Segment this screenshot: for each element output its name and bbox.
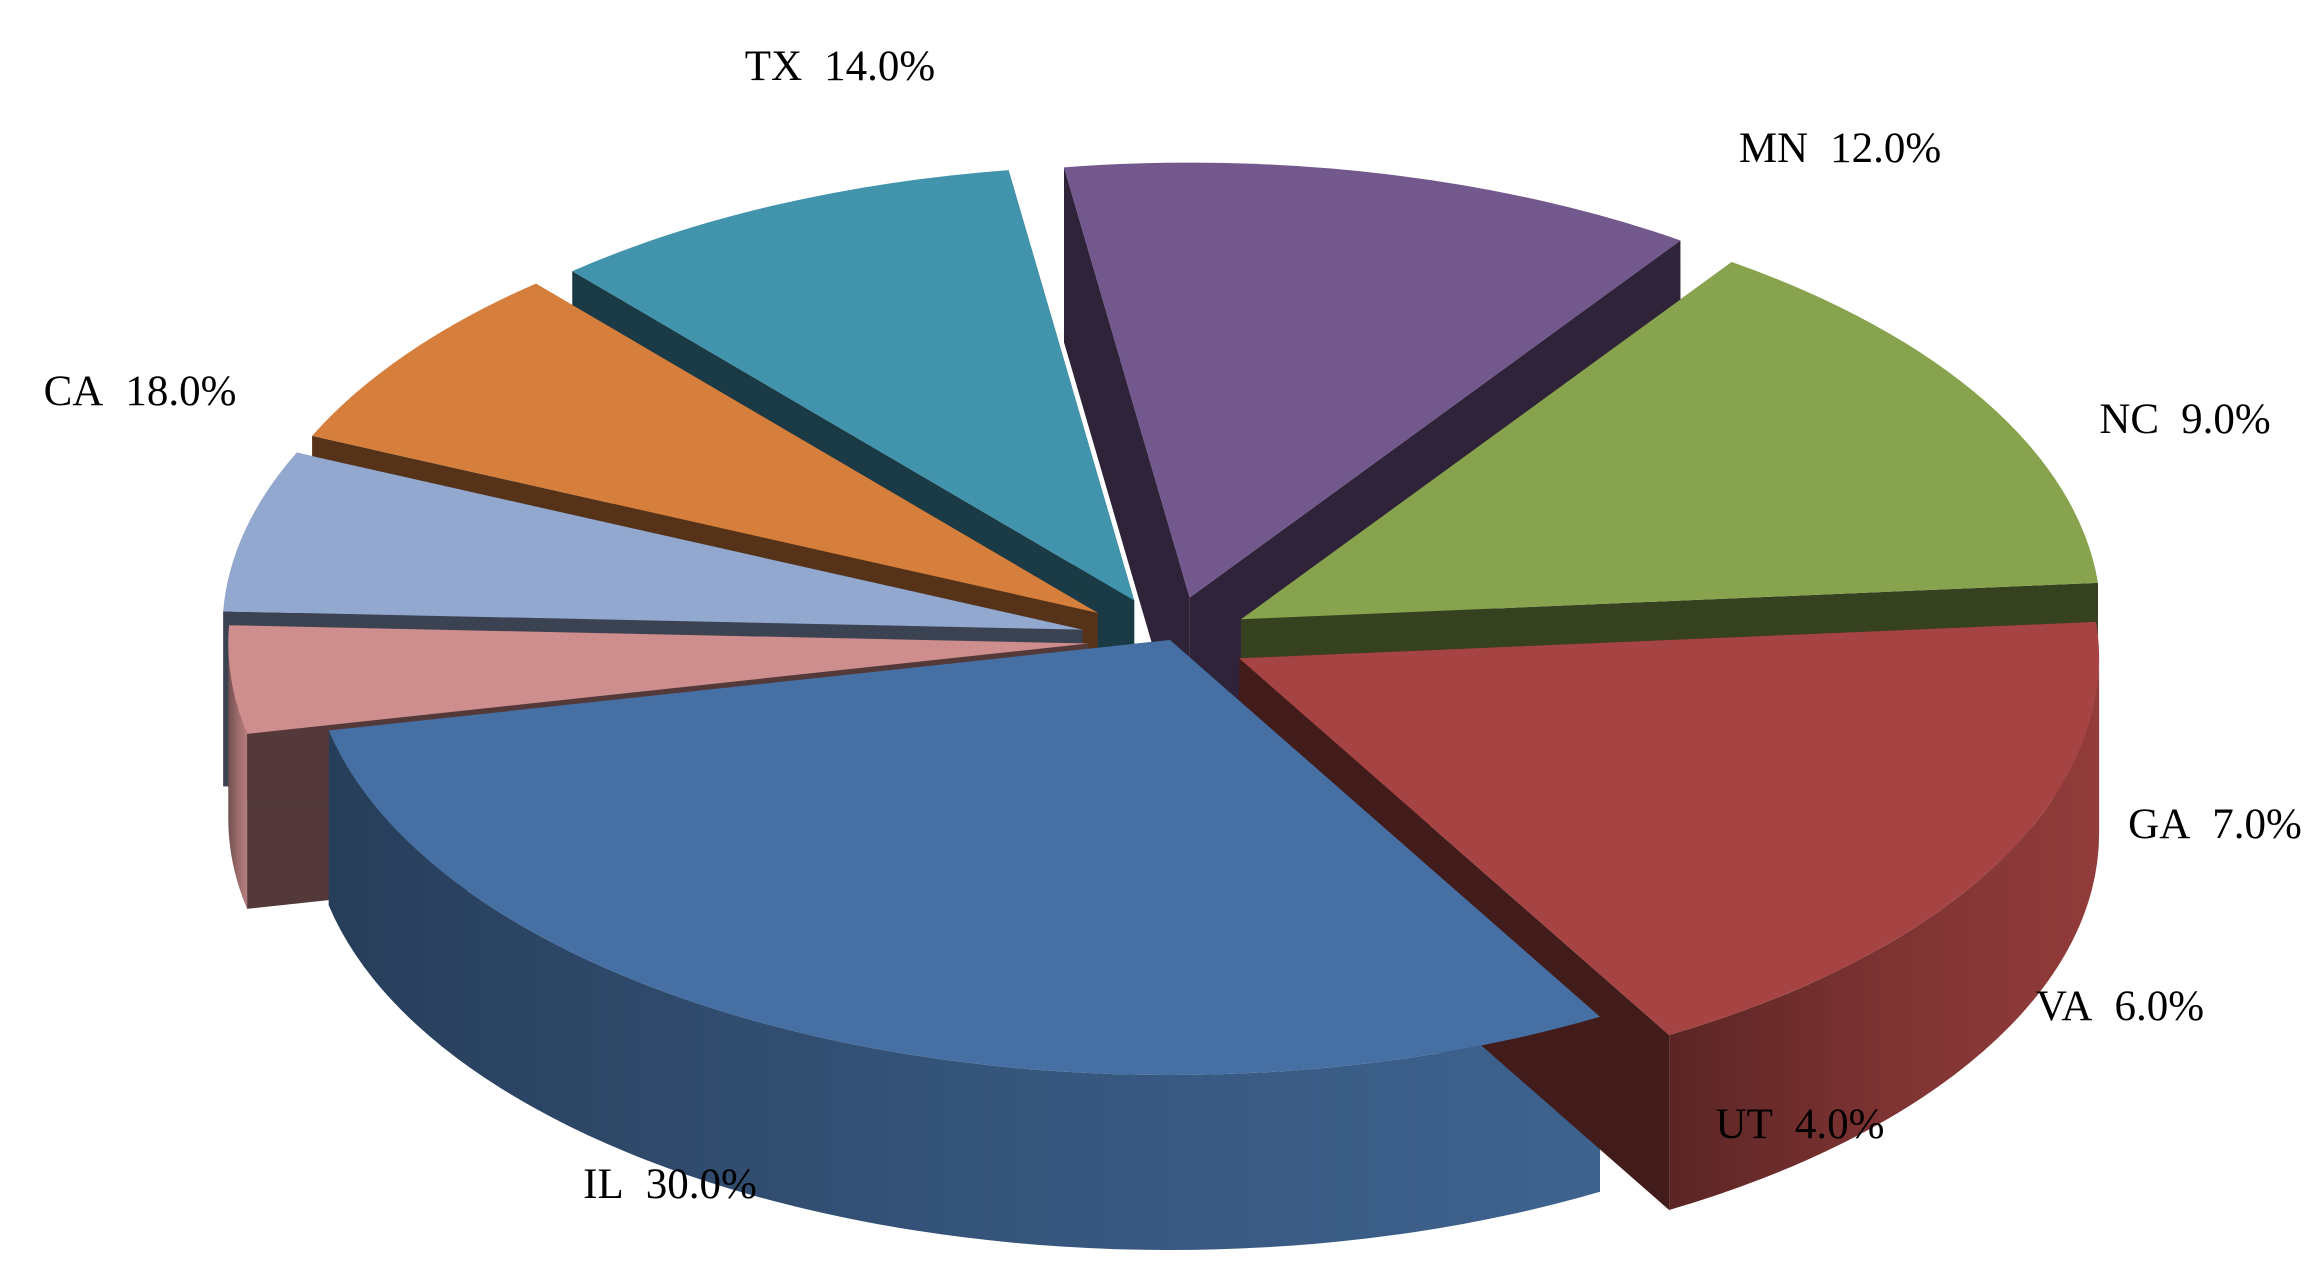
slice-ca [1239, 621, 2100, 1035]
slice-label-category-va: VA [2036, 983, 2093, 1030]
slice-label-ga: GA 7.0% [2128, 801, 2302, 848]
slice-label-value-il: 30.0% [646, 1161, 757, 1208]
slice-label-nc: NC 9.0% [2099, 396, 2270, 443]
slice-ut [228, 625, 1089, 734]
slice-label-category-nc: NC [2099, 396, 2159, 443]
slice-va [223, 452, 1083, 630]
slice-label-category-ca: CA [44, 368, 104, 415]
slice-label-category-ut: UT [1716, 1101, 1773, 1148]
slice-label-ca: CA 18.0% [44, 368, 237, 415]
slice-label-category-mn: MN [1739, 125, 1808, 172]
slice-label-mn: MN 12.0% [1739, 125, 1941, 172]
slice-mn [1064, 162, 1681, 598]
slice-label-category-tx: TX [745, 43, 802, 90]
slice-label-va: VA 6.0% [2036, 983, 2204, 1030]
slice-label-value-ca: 18.0% [125, 368, 236, 415]
slice-label-value-va: 6.0% [2115, 983, 2205, 1030]
slice-label-value-ut: 4.0% [1795, 1101, 1885, 1148]
slice-label-category-il: IL [583, 1161, 624, 1208]
slice-label-ut: UT 4.0% [1716, 1101, 1885, 1148]
slice-rim-il [328, 730, 1600, 1250]
pie-labels: IL 30.0% UT 4.0% VA 6.0% GA 7.0% NC 9.0% MN 12.0% TX… [44, 43, 2302, 1208]
slice-rim-ca [1669, 658, 2100, 1210]
slice-label-il: IL 30.0% [583, 1161, 757, 1208]
slice-nc [572, 170, 1135, 601]
slice-tx [1241, 262, 2098, 620]
slice-label-value-tx: 14.0% [824, 43, 935, 90]
slice-label-tx: TX 14.0% [745, 43, 935, 90]
slice-label-value-ga: 7.0% [2212, 801, 2302, 848]
slice-edge-mn [1064, 167, 1190, 773]
slice-il [328, 640, 1600, 1076]
slice-ga [312, 283, 1098, 613]
pie-tops [223, 162, 2100, 1076]
slice-label-value-nc: 9.0% [2181, 396, 2271, 443]
slice-rim-ut [228, 643, 248, 909]
slice-label-category-ga: GA [2128, 801, 2190, 848]
slice-label-value-mn: 12.0% [1830, 125, 1941, 172]
